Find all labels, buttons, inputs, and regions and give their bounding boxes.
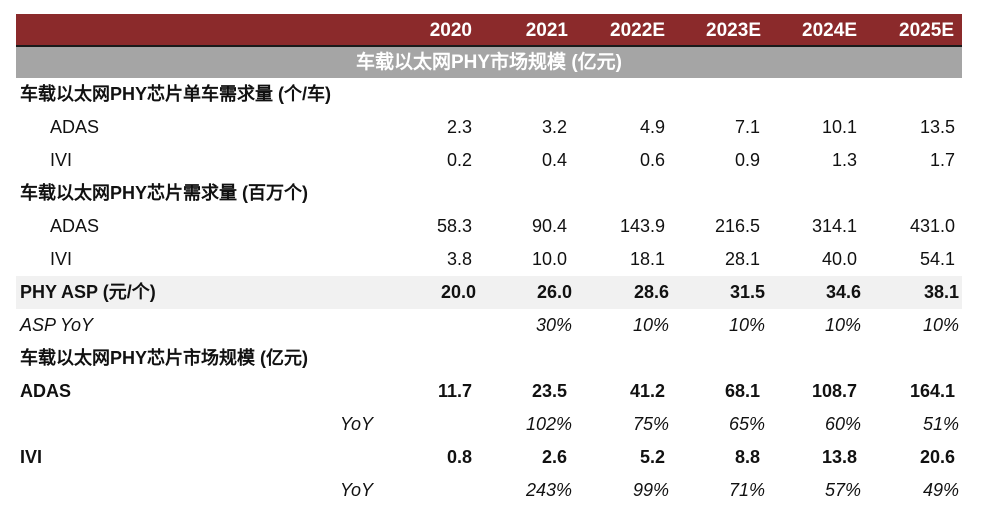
asp-row: PHY ASP (元/个) 20.0 26.0 28.6 31.5 34.6 3… [16, 276, 962, 309]
cell: 49% [922, 480, 959, 500]
yoy-row: YoY 102% 75% 65% 60% 51% [16, 408, 962, 441]
cell: 431.0 [909, 216, 955, 236]
cell: 5.2 [639, 447, 665, 467]
cell: 60% [824, 414, 861, 434]
cell: 90.4 [531, 216, 567, 236]
cell: 20.6 [919, 447, 955, 467]
table-row: IVI 0.8 2.6 5.2 8.8 13.8 20.6 [16, 441, 962, 474]
cell: 34.6 [825, 282, 861, 302]
cell: 40.0 [821, 249, 857, 269]
cell: 3.8 [446, 249, 472, 269]
section-title-row: 车载以太网PHY芯片市场规模 (亿元) [16, 342, 962, 375]
cell: 31.5 [729, 282, 765, 302]
table-row: IVI 3.8 10.0 18.1 28.1 40.0 54.1 [16, 243, 962, 276]
cell: 143.9 [619, 216, 665, 236]
section-title: 车载以太网PHY芯片需求量 (百万个) [20, 183, 308, 203]
cell: 7.1 [734, 117, 760, 137]
cell: 108.7 [811, 381, 857, 401]
cell: 1.3 [831, 150, 857, 170]
cell: 57% [824, 480, 861, 500]
cell: 3.2 [541, 117, 567, 137]
section-title: 车载以太网PHY芯片市场规模 (亿元) [20, 348, 308, 368]
cell: 20.0 [440, 282, 476, 302]
cell: 2.3 [446, 117, 472, 137]
cell: 23.5 [531, 381, 567, 401]
cell: 2.6 [541, 447, 567, 467]
cell: 0.2 [446, 150, 472, 170]
cell: 10% [728, 315, 765, 335]
cell: 51% [922, 414, 959, 434]
cell: 26.0 [536, 282, 572, 302]
row-label: YoY [340, 414, 374, 434]
row-label: IVI [20, 447, 43, 467]
row-label: ADAS [50, 117, 100, 137]
cell: 216.5 [714, 216, 760, 236]
cell: 10% [824, 315, 861, 335]
cell: 54.1 [919, 249, 955, 269]
table-row: ADAS 11.7 23.5 41.2 68.1 108.7 164.1 [16, 375, 962, 408]
cell: 28.1 [724, 249, 760, 269]
table-row: ADAS 58.3 90.4 143.9 216.5 314.1 431.0 [16, 210, 962, 243]
cell: 314.1 [811, 216, 857, 236]
cell: 164.1 [909, 381, 955, 401]
cell: 38.1 [923, 282, 959, 302]
cell: 0.8 [446, 447, 472, 467]
cell: 10.0 [531, 249, 567, 269]
cell: 243% [525, 480, 572, 500]
cell: 13.5 [919, 117, 955, 137]
row-label: ASP YoY [20, 315, 94, 335]
section-title: 车载以太网PHY芯片单车需求量 (个/车) [20, 84, 331, 104]
row-label: IVI [50, 249, 73, 269]
table-subtitle: 车载以太网PHY市场规模 (亿元) [16, 47, 962, 78]
cell: 28.6 [633, 282, 669, 302]
cell: 58.3 [436, 216, 472, 236]
row-label: ADAS [20, 381, 72, 401]
cell: 8.8 [734, 447, 760, 467]
cell: 71% [728, 480, 765, 500]
table-row: ADAS 2.3 3.2 4.9 7.1 10.1 13.5 [16, 111, 962, 144]
year-2023e: 2023E [706, 20, 761, 41]
cell: 1.7 [929, 150, 955, 170]
row-label: IVI [50, 150, 73, 170]
cell: 102% [525, 414, 572, 434]
cell: 68.1 [724, 381, 760, 401]
cell: 10% [632, 315, 669, 335]
cell: 30% [535, 315, 572, 335]
row-label: ADAS [50, 216, 100, 236]
cell: 10% [922, 315, 959, 335]
cell: 18.1 [629, 249, 665, 269]
row-label: YoY [340, 480, 374, 500]
year-header-row: 2020 2021 2022E 2023E 2024E 2025E [16, 14, 962, 47]
year-2025e: 2025E [899, 20, 954, 41]
cell: 99% [632, 480, 669, 500]
row-label: PHY ASP (元/个) [20, 282, 156, 302]
cell: 65% [728, 414, 765, 434]
cell: 10.1 [821, 117, 857, 137]
cell: 75% [632, 414, 669, 434]
section-title-row: 车载以太网PHY芯片单车需求量 (个/车) [16, 78, 962, 111]
phy-market-table: 2020 2021 2022E 2023E 2024E 2025E 车载以太网P… [16, 14, 962, 507]
asp-yoy-row: ASP YoY 30% 10% 10% 10% 10% [16, 309, 962, 342]
year-2021: 2021 [525, 20, 568, 41]
cell: 13.8 [821, 447, 857, 467]
section-title-row: 车载以太网PHY芯片需求量 (百万个) [16, 177, 962, 210]
table-row: IVI 0.2 0.4 0.6 0.9 1.3 1.7 [16, 144, 962, 177]
yoy-row: YoY 243% 99% 71% 57% 49% [16, 474, 962, 507]
cell: 0.6 [639, 150, 665, 170]
cell: 11.7 [437, 381, 472, 401]
year-2020: 2020 [429, 20, 472, 41]
cell: 41.2 [629, 381, 665, 401]
cell: 0.4 [541, 150, 567, 170]
cell: 0.9 [734, 150, 760, 170]
year-2022e: 2022E [610, 20, 665, 41]
cell: 4.9 [639, 117, 665, 137]
year-2024e: 2024E [802, 20, 857, 41]
